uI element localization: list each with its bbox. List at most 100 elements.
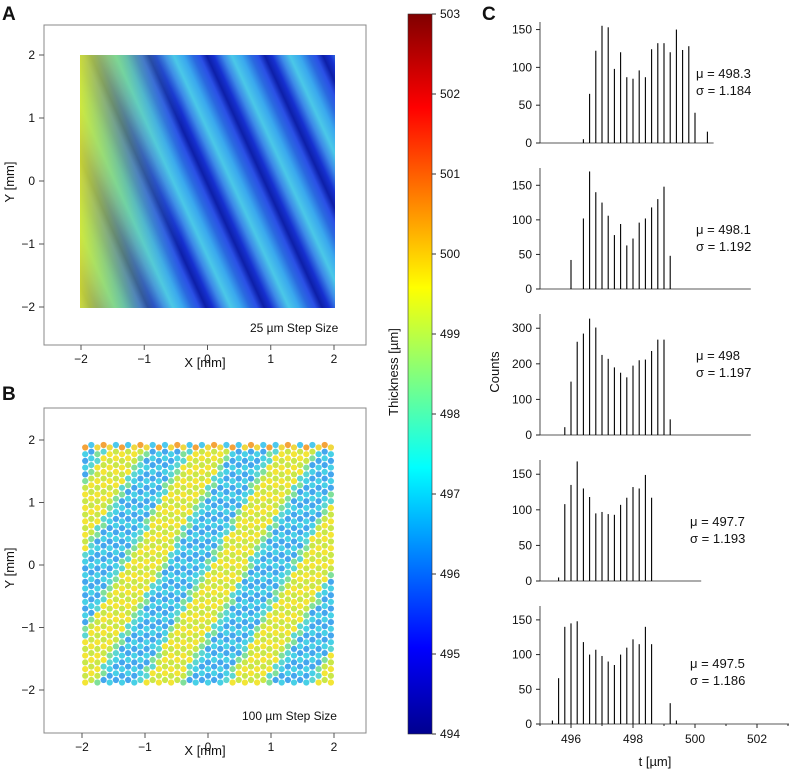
dot-marker: [155, 471, 162, 478]
dot-marker: [204, 605, 212, 612]
dot-marker: [106, 484, 113, 491]
dot-marker: [321, 596, 328, 603]
dot-marker: [272, 623, 279, 630]
dot-marker: [321, 616, 328, 623]
dot-marker: [272, 643, 279, 650]
dot-marker: [247, 643, 255, 650]
dot-marker: [211, 508, 218, 516]
dot-marker: [204, 645, 212, 653]
dot-marker: [168, 525, 175, 532]
dot-marker: [131, 558, 138, 565]
dot-marker: [186, 549, 193, 556]
dot-marker: [278, 585, 285, 592]
dot-marker: [112, 609, 119, 617]
dot-marker: [247, 522, 255, 529]
dot-marker: [155, 598, 162, 606]
dot-marker: [149, 603, 156, 610]
dot-marker: [94, 511, 101, 518]
dot-marker: [223, 643, 230, 650]
dot-marker: [211, 556, 218, 563]
dot-marker: [297, 676, 304, 684]
dot-marker: [106, 666, 113, 673]
dot-marker: [149, 582, 156, 590]
dot-marker: [192, 578, 199, 585]
dot-marker: [217, 498, 224, 505]
dot-marker: [309, 603, 316, 610]
dot-marker: [131, 619, 138, 626]
dot-marker: [186, 636, 193, 643]
panel-c-xlabel: t [µm]: [639, 754, 672, 769]
dot-marker: [198, 569, 205, 576]
dot-marker: [137, 656, 144, 664]
dot-marker: [143, 672, 150, 679]
dot-marker: [260, 542, 267, 549]
colorbar-tick-label: 495: [440, 647, 460, 661]
dot-marker: [260, 609, 267, 617]
dot-marker: [155, 619, 162, 626]
dot-marker: [290, 551, 298, 559]
dot-marker: [168, 498, 175, 505]
dot-marker: [125, 596, 132, 603]
dot-marker: [149, 508, 156, 516]
dot-marker: [180, 498, 187, 505]
dot-marker: [112, 616, 119, 623]
dot-marker: [106, 565, 113, 572]
dot-marker: [223, 589, 230, 596]
dot-marker: [217, 578, 224, 585]
dot-marker: [112, 569, 119, 576]
histogram-mean-label: μ = 498.1: [696, 222, 751, 237]
dot-marker: [137, 475, 144, 482]
dot-marker: [303, 652, 310, 659]
dot-marker: [186, 502, 193, 509]
dot-marker: [278, 451, 285, 458]
dot-marker: [272, 495, 279, 502]
dot-marker: [303, 484, 310, 491]
dot-marker: [303, 525, 310, 532]
dot-marker: [235, 623, 242, 630]
dot-marker: [278, 578, 285, 585]
panel-a-edge-shading: [80, 55, 335, 308]
dot-marker: [137, 663, 144, 670]
dot-marker: [303, 585, 310, 592]
panel-y-tick-label: −2: [21, 683, 35, 697]
dot-marker: [260, 556, 267, 563]
dot-marker: [266, 639, 273, 646]
dot-marker: [161, 549, 169, 556]
dot-marker: [241, 525, 248, 532]
dot-marker: [272, 636, 279, 643]
dot-marker: [180, 471, 187, 478]
dot-marker: [186, 462, 193, 469]
dot-marker: [186, 603, 193, 610]
dot-marker: [223, 676, 230, 684]
dot-marker: [198, 676, 205, 684]
dot-marker: [168, 511, 175, 518]
dot-marker: [272, 576, 279, 583]
dot-marker: [254, 471, 261, 478]
dot-marker: [315, 471, 322, 478]
dot-marker: [290, 531, 298, 538]
dot-marker: [125, 650, 132, 657]
dot-marker: [272, 508, 279, 516]
dot-marker: [297, 515, 304, 523]
dot-marker: [112, 522, 119, 529]
dot-marker: [112, 643, 119, 650]
dot-marker: [278, 531, 285, 538]
histogram-x-tick-label: 496: [561, 732, 581, 746]
dot-marker: [174, 488, 181, 496]
dot-marker: [272, 663, 279, 670]
dot-marker: [149, 616, 156, 623]
dot-marker: [198, 629, 205, 637]
dot-marker: [94, 632, 101, 639]
dot-marker: [180, 538, 187, 545]
dot-marker: [204, 491, 212, 498]
dot-marker: [192, 679, 199, 686]
dot-marker: [112, 589, 119, 596]
dot-marker: [204, 565, 212, 572]
dot-marker: [254, 659, 261, 666]
dot-marker: [118, 578, 126, 585]
dot-marker: [106, 525, 113, 532]
dot-marker: [241, 498, 248, 505]
dot-marker: [186, 448, 193, 455]
dot-marker: [290, 672, 298, 679]
dot-marker: [309, 488, 316, 496]
